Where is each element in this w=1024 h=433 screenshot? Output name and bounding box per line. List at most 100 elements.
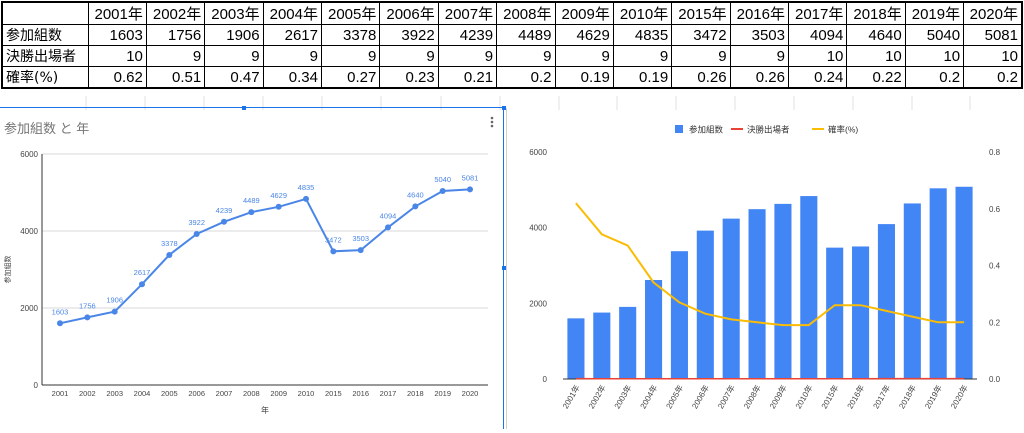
value-cell[interactable]: 10 <box>905 46 963 67</box>
data-point <box>440 188 446 194</box>
value-cell[interactable]: 4489 <box>497 25 555 46</box>
year-header-cell[interactable]: 2016年 <box>730 2 788 25</box>
y2-tick-label: 0.0 <box>989 375 1001 384</box>
x-tick-label: 2019 <box>434 389 451 398</box>
value-cell[interactable]: 1756 <box>146 25 204 46</box>
value-cell[interactable]: 9 <box>497 46 555 67</box>
year-header-cell[interactable]: 2015年 <box>672 2 730 25</box>
x-tick-label: 2015年 <box>819 383 841 410</box>
value-cell[interactable]: 10 <box>789 46 847 67</box>
value-cell[interactable]: 0.51 <box>146 67 204 89</box>
row-label-cell[interactable]: 参加組数 <box>2 25 88 46</box>
data-point <box>166 252 172 258</box>
value-cell[interactable]: 5081 <box>964 25 1022 46</box>
value-cell[interactable]: 10 <box>964 46 1022 67</box>
x-tick-label: 2003 <box>106 389 123 398</box>
value-cell[interactable]: 0.24 <box>789 67 847 89</box>
value-cell[interactable]: 9 <box>672 46 730 67</box>
data-point <box>57 320 63 326</box>
value-cell[interactable]: 10 <box>88 46 146 67</box>
value-cell[interactable]: 1603 <box>88 25 146 46</box>
data-label: 4640 <box>407 190 424 199</box>
value-cell[interactable]: 0.19 <box>613 67 671 89</box>
year-header-cell[interactable]: 2018年 <box>847 2 905 25</box>
value-cell[interactable]: 10 <box>847 46 905 67</box>
legend-label: 参加組数 <box>689 125 724 135</box>
value-cell[interactable]: 0.47 <box>205 67 263 89</box>
data-point <box>467 186 473 192</box>
value-cell[interactable]: 4239 <box>438 25 496 46</box>
value-cell[interactable]: 3503 <box>730 25 788 46</box>
selection-handle-right[interactable] <box>502 266 506 270</box>
year-header-cell[interactable]: 2008年 <box>497 2 555 25</box>
year-header-cell[interactable]: 2004年 <box>263 2 321 25</box>
value-cell[interactable]: 0.27 <box>322 67 380 89</box>
value-cell[interactable]: 9 <box>613 46 671 67</box>
value-cell[interactable]: 0.21 <box>438 67 496 89</box>
y-axis-label: 参加組数 <box>3 256 12 284</box>
value-cell[interactable]: 9 <box>205 46 263 67</box>
value-cell[interactable]: 2617 <box>263 25 321 46</box>
x-tick-label: 2017年 <box>871 383 893 410</box>
value-cell[interactable]: 0.22 <box>847 67 905 89</box>
year-header-cell[interactable]: 2009年 <box>555 2 613 25</box>
y-tick-label: 6000 <box>20 150 38 159</box>
bar <box>878 224 895 379</box>
value-cell[interactable]: 0.19 <box>555 67 613 89</box>
year-header-cell[interactable]: 2010年 <box>613 2 671 25</box>
value-cell[interactable]: 3922 <box>380 25 438 46</box>
value-cell[interactable]: 5040 <box>905 25 963 46</box>
value-cell[interactable]: 3378 <box>322 25 380 46</box>
y2-tick-label: 0.8 <box>989 148 1001 157</box>
row-label-cell[interactable]: 決勝出場者 <box>2 46 88 67</box>
value-cell[interactable]: 0.26 <box>730 67 788 89</box>
y2-tick-label: 0.2 <box>989 318 1001 327</box>
year-header-cell[interactable]: 2001年 <box>88 2 146 25</box>
x-tick-label: 2003年 <box>612 383 634 410</box>
year-header-cell[interactable]: 2002年 <box>146 2 204 25</box>
value-cell[interactable]: 0.34 <box>263 67 321 89</box>
year-header-cell[interactable]: 2003年 <box>205 2 263 25</box>
value-cell[interactable]: 0.2 <box>497 67 555 89</box>
value-cell[interactable]: 4640 <box>847 25 905 46</box>
value-cell[interactable]: 9 <box>730 46 788 67</box>
value-cell[interactable]: 4835 <box>613 25 671 46</box>
year-header-cell[interactable]: 2019年 <box>905 2 963 25</box>
year-header-cell[interactable]: 2020年 <box>964 2 1022 25</box>
x-tick-label: 2017 <box>380 389 397 398</box>
value-cell[interactable]: 3472 <box>672 25 730 46</box>
chart-title: 参加組数 と 年 <box>4 121 89 136</box>
legend-label: 確率(%) <box>828 125 858 135</box>
value-cell[interactable]: 9 <box>322 46 380 67</box>
row-label-cell[interactable]: 確率(%) <box>2 67 88 89</box>
bar <box>645 280 662 379</box>
value-cell[interactable]: 0.26 <box>672 67 730 89</box>
value-cell[interactable]: 0.23 <box>380 67 438 89</box>
value-cell[interactable]: 1906 <box>205 25 263 46</box>
year-header-cell[interactable]: 2017年 <box>789 2 847 25</box>
value-cell[interactable]: 9 <box>555 46 613 67</box>
data-label: 3503 <box>352 234 369 243</box>
x-tick-label: 2016年 <box>845 383 867 410</box>
value-cell[interactable]: 9 <box>438 46 496 67</box>
value-cell[interactable]: 9 <box>146 46 204 67</box>
table-corner-cell[interactable] <box>2 2 88 25</box>
year-header-cell[interactable]: 2005年 <box>322 2 380 25</box>
selection-edge-top <box>0 107 504 108</box>
value-cell[interactable]: 0.2 <box>964 67 1022 89</box>
value-cell[interactable]: 0.62 <box>88 67 146 89</box>
value-cell[interactable]: 9 <box>380 46 438 67</box>
year-header-cell[interactable]: 2006年 <box>380 2 438 25</box>
value-cell[interactable]: 0.2 <box>905 67 963 89</box>
year-header-cell[interactable]: 2007年 <box>438 2 496 25</box>
value-cell[interactable]: 4094 <box>789 25 847 46</box>
value-cell[interactable]: 9 <box>263 46 321 67</box>
value-cell[interactable]: 4629 <box>555 25 613 46</box>
